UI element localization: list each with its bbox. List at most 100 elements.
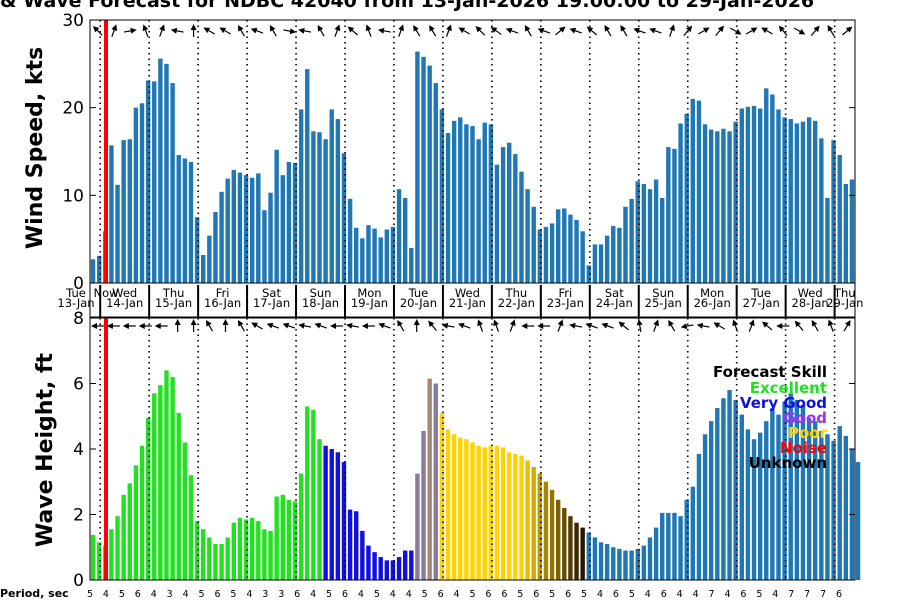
period-tick-label: 3	[278, 589, 284, 600]
period-tick-label: 5	[422, 589, 428, 600]
wave-bar	[90, 534, 96, 580]
wind-bar	[568, 214, 573, 283]
wind-direction-arrow	[555, 26, 566, 36]
wave-bar	[286, 499, 292, 580]
wave-bar	[127, 483, 132, 580]
period-tick-label: 5	[326, 589, 332, 600]
wave-direction-arrow	[732, 319, 739, 332]
legend-title: Forecast Skill	[713, 363, 827, 381]
wave-bar	[323, 445, 328, 580]
wind-direction-arrow	[269, 24, 277, 37]
period-tick-label: 5	[581, 589, 587, 600]
wind-bar	[139, 103, 145, 284]
period-tick-label: 4	[597, 589, 603, 600]
wave-bar	[696, 453, 702, 580]
wave-direction-arrow	[521, 323, 535, 329]
wind-bar	[647, 189, 653, 283]
wind-bar	[445, 133, 451, 283]
wave-bar	[396, 557, 402, 580]
wind-direction-arrow	[159, 24, 165, 37]
date-label: 25-Jan	[645, 296, 682, 310]
wind-bar	[592, 244, 598, 283]
wind-direction-arrow	[237, 24, 245, 37]
wave-direction-arrow	[811, 319, 819, 332]
wind-bar	[770, 94, 775, 284]
wind-bar	[806, 117, 812, 283]
wave-direction-arrow	[154, 323, 168, 329]
wave-bar	[598, 542, 604, 580]
period-tick-label: 5	[756, 589, 762, 600]
wind-bar	[611, 226, 616, 283]
legend-item: Poor	[788, 424, 828, 442]
wave-bar	[604, 543, 610, 580]
wave-bar	[488, 445, 494, 580]
wave-bar	[378, 557, 383, 580]
wind-direction-arrow	[123, 27, 137, 34]
wind-bar	[531, 206, 536, 283]
wave-y-tick-label: 6	[73, 375, 84, 395]
wind-bar	[745, 106, 751, 283]
date-label: 15-Jan	[155, 296, 192, 310]
wave-direction-arrow	[794, 320, 804, 331]
date-label: 23-Jan	[547, 296, 584, 310]
period-tick-label: 4	[454, 589, 460, 600]
wind-bar	[182, 158, 188, 283]
wind-direction-arrow	[490, 26, 502, 35]
wind-bar	[843, 183, 849, 283]
wave-bar	[384, 560, 390, 580]
wave-bar	[464, 439, 469, 580]
day-of-week-label: Thu	[505, 286, 528, 300]
wave-bar	[139, 445, 145, 580]
wave-bar	[800, 404, 806, 580]
wind-direction-arrow	[283, 28, 297, 35]
wave-direction-arrow	[106, 323, 120, 329]
period-tick-label: 5	[469, 589, 475, 600]
period-tick-label: 5	[549, 589, 555, 600]
wave-bar	[219, 543, 224, 580]
wind-bar	[525, 189, 530, 283]
wind-direction-arrow	[142, 24, 149, 37]
wave-direction-arrow	[636, 319, 643, 333]
wave-direction-arrow	[457, 322, 471, 329]
wind-bar	[194, 217, 200, 283]
wind-direction-arrow	[398, 24, 404, 37]
wind-bar	[739, 108, 744, 283]
wind-y-tick-label: 30	[62, 11, 84, 31]
day-of-week-label: Tue	[65, 286, 86, 300]
wave-bar	[292, 501, 298, 580]
wind-bar	[256, 173, 261, 283]
wind-bar	[519, 171, 524, 283]
wind-bar	[549, 223, 555, 283]
wave-bar	[653, 527, 659, 580]
wind-bar	[849, 179, 855, 283]
wind-bar	[464, 124, 469, 283]
wind-bar	[347, 198, 353, 283]
date-label: 28-Jan	[792, 296, 829, 310]
wind-bar	[623, 206, 628, 283]
wave-bar	[813, 421, 818, 580]
period-tick-label: 4	[103, 589, 109, 600]
wind-bar	[604, 235, 610, 283]
wind-y-tick-label: 10	[62, 186, 84, 206]
wave-bar	[366, 545, 371, 580]
wave-direction-arrow	[174, 319, 181, 332]
wind-bar	[733, 121, 738, 284]
legend-item: Unknown	[749, 454, 827, 472]
wind-bar	[219, 191, 224, 283]
wind-bar	[666, 147, 671, 283]
day-of-week-label: Wed	[112, 286, 137, 300]
wind-direction-arrow	[649, 27, 662, 34]
wind-direction-arrow	[810, 25, 820, 36]
wind-bar	[305, 69, 310, 284]
wave-direction-arrow	[537, 323, 551, 329]
wind-bar	[127, 139, 132, 283]
wave-direction-arrow	[668, 319, 676, 332]
wave-direction-arrow	[361, 323, 375, 329]
wave-bar	[341, 462, 347, 580]
period-tick-label: 6	[501, 589, 507, 600]
wind-bar	[660, 197, 665, 283]
wave-direction-arrow	[748, 319, 755, 332]
wind-bar	[837, 155, 842, 283]
wave-bar	[207, 537, 212, 580]
